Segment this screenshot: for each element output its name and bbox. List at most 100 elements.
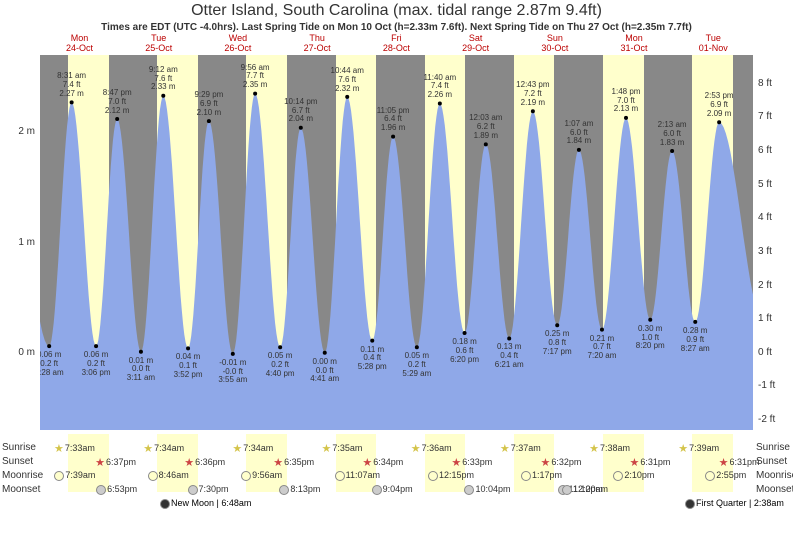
tide-point (670, 149, 674, 153)
sunset-row-label-right: Sunset (756, 456, 787, 467)
sunrise-time: ★7:33am (54, 442, 95, 455)
tide-point (415, 345, 419, 349)
chart-title: Otter Island, South Carolina (max. tidal… (0, 2, 793, 20)
high-tide-label: 2:53 pm6.9 ft2.09 m (698, 92, 740, 118)
y-axis-right-tick: 0 ft (758, 347, 793, 358)
date-label: Tue25-Oct (119, 33, 198, 53)
sunset-time: ★6:33pm (451, 456, 492, 469)
high-tide-label: 12:03 am6.2 ft1.89 m (465, 114, 507, 140)
tide-point (463, 331, 467, 335)
date-label: Sun30-Oct (515, 33, 594, 53)
sunrise-time: ★7:34am (143, 442, 184, 455)
moonset-time: 12:20am (562, 484, 608, 495)
moon-phase-label: New Moon | 6:48am (160, 498, 251, 509)
date-label: Tue01-Nov (674, 33, 753, 53)
sunrise-row-label: Sunrise (2, 442, 36, 453)
y-axis-left-tick: 2 m (0, 126, 35, 137)
moonrise-time: 11:07am (335, 470, 380, 481)
low-tide-label: 0.18 m0.6 ft6:20 pm (444, 338, 486, 364)
high-tide-label: 8:31 am7.4 ft2.27 m (51, 72, 93, 98)
date-label: Thu27-Oct (278, 33, 357, 53)
low-tide-label: 0.05 m0.2 ft5:29 am (396, 352, 438, 378)
high-tide-label: 9:12 am7.6 ft2.33 m (142, 66, 184, 92)
tide-point (139, 350, 143, 354)
sunrise-row-label-right: Sunrise (756, 442, 790, 453)
sunrise-time: ★7:34am (232, 442, 273, 455)
plot-area: 0.06 m0.2 ft2:28 am 8:31 am7.4 ft2.27 m 0.… (40, 55, 753, 430)
moonrise-time: 9:56am (241, 470, 282, 481)
low-tide-label: 0.30 m1.0 ft8:20 pm (629, 325, 671, 351)
sunset-time: ★6:31pm (630, 456, 671, 469)
sunset-time: ★6:32pm (540, 456, 581, 469)
low-tide-label: 0.05 m0.2 ft4:40 pm (259, 352, 301, 378)
y-axis-left-tick: 0 m (0, 347, 35, 358)
y-axis-right-tick: 2 ft (758, 280, 793, 291)
high-tide-label: 2:13 am6.0 ft1.83 m (651, 121, 693, 147)
y-axis-right-tick: 4 ft (758, 212, 793, 223)
tide-point (115, 117, 119, 121)
low-tide-label: 0.11 m0.4 ft5:28 pm (351, 346, 393, 372)
tide-point (438, 102, 442, 106)
moonset-row-label: Moonset (2, 484, 40, 495)
y-axis-right-tick: 5 ft (758, 179, 793, 190)
low-tide-label: 0.04 m0.1 ft3:52 pm (167, 353, 209, 379)
tide-point (648, 318, 652, 322)
y-axis-right-tick: 1 ft (758, 313, 793, 324)
moonset-time: 8:13pm (279, 484, 320, 495)
date-label: Mon31-Oct (595, 33, 674, 53)
moonset-time: 6:53pm (96, 484, 137, 495)
date-label: Wed26-Oct (198, 33, 277, 53)
moonrise-time: 2:10pm (613, 470, 654, 481)
low-tide-label: 0.06 m0.2 ft3:06 pm (75, 351, 117, 377)
tide-point (370, 339, 374, 343)
low-tide-label: -0.01 m-0.0 ft3:55 am (212, 359, 254, 385)
sunset-time: ★6:37pm (95, 456, 136, 469)
sunrise-time: ★7:36am (411, 442, 452, 455)
chart-subtitle: Times are EDT (UTC -4.0hrs). Last Spring… (0, 22, 793, 33)
tide-point (555, 323, 559, 327)
tide-point (484, 142, 488, 146)
tide-point (577, 148, 581, 152)
tide-point (507, 336, 511, 340)
sunset-time: ★6:36pm (184, 456, 225, 469)
y-axis-right-tick: 8 ft (758, 78, 793, 89)
moonrise-row-label-right: Moonrise (756, 470, 793, 481)
high-tide-label: 1:07 am6.0 ft1.84 m (558, 120, 600, 146)
sunrise-time: ★7:35am (322, 442, 363, 455)
date-label: Fri28-Oct (357, 33, 436, 53)
high-tide-label: 12:43 pm7.2 ft2.19 m (512, 81, 554, 107)
high-tide-label: 11:40 am7.4 ft2.26 m (419, 74, 461, 100)
high-tide-label: 10:44 am7.6 ft2.32 m (326, 67, 368, 93)
moonset-row-label-right: Moonset (756, 484, 793, 495)
tide-point (47, 344, 51, 348)
y-axis-right-tick: -2 ft (758, 414, 793, 425)
y-axis-right-tick: -1 ft (758, 380, 793, 391)
moonset-time: 9:04pm (372, 484, 413, 495)
high-tide-label: 10:14 pm6.7 ft2.04 m (280, 98, 322, 124)
tide-point (253, 92, 257, 96)
y-axis-right-tick: 3 ft (758, 246, 793, 257)
moonrise-time: 7:39am (54, 470, 95, 481)
tide-chart: Otter Island, South Carolina (max. tidal… (0, 0, 793, 539)
moon-phase-label: First Quarter | 2:38am (685, 498, 784, 509)
tide-point (345, 95, 349, 99)
moonrise-time: 2:55pm (705, 470, 746, 481)
moonrise-time: 1:17pm (521, 470, 562, 481)
tide-point (278, 345, 282, 349)
high-tide-label: 8:47 pm7.0 ft2.12 m (96, 89, 138, 115)
low-tide-label: 0.01 m0.0 ft3:11 am (120, 357, 162, 383)
moonrise-time: 12:15pm (428, 470, 474, 481)
tide-point (94, 344, 98, 348)
sunset-time: ★6:34pm (362, 456, 403, 469)
high-tide-label: 1:48 pm7.0 ft2.13 m (605, 88, 647, 114)
sunset-time: ★6:31pm (719, 456, 760, 469)
tide-point (299, 126, 303, 130)
tide-point (624, 116, 628, 120)
high-tide-label: 9:56 am7.7 ft2.35 m (234, 64, 276, 90)
tide-point (693, 320, 697, 324)
high-tide-label: 9:29 pm6.9 ft2.10 m (188, 91, 230, 117)
moonrise-time: 8:46am (148, 470, 189, 481)
tide-point (323, 351, 327, 355)
y-axis-right-tick: 7 ft (758, 111, 793, 122)
low-tide-label: 0.06 m0.2 ft2:28 am (40, 351, 70, 377)
